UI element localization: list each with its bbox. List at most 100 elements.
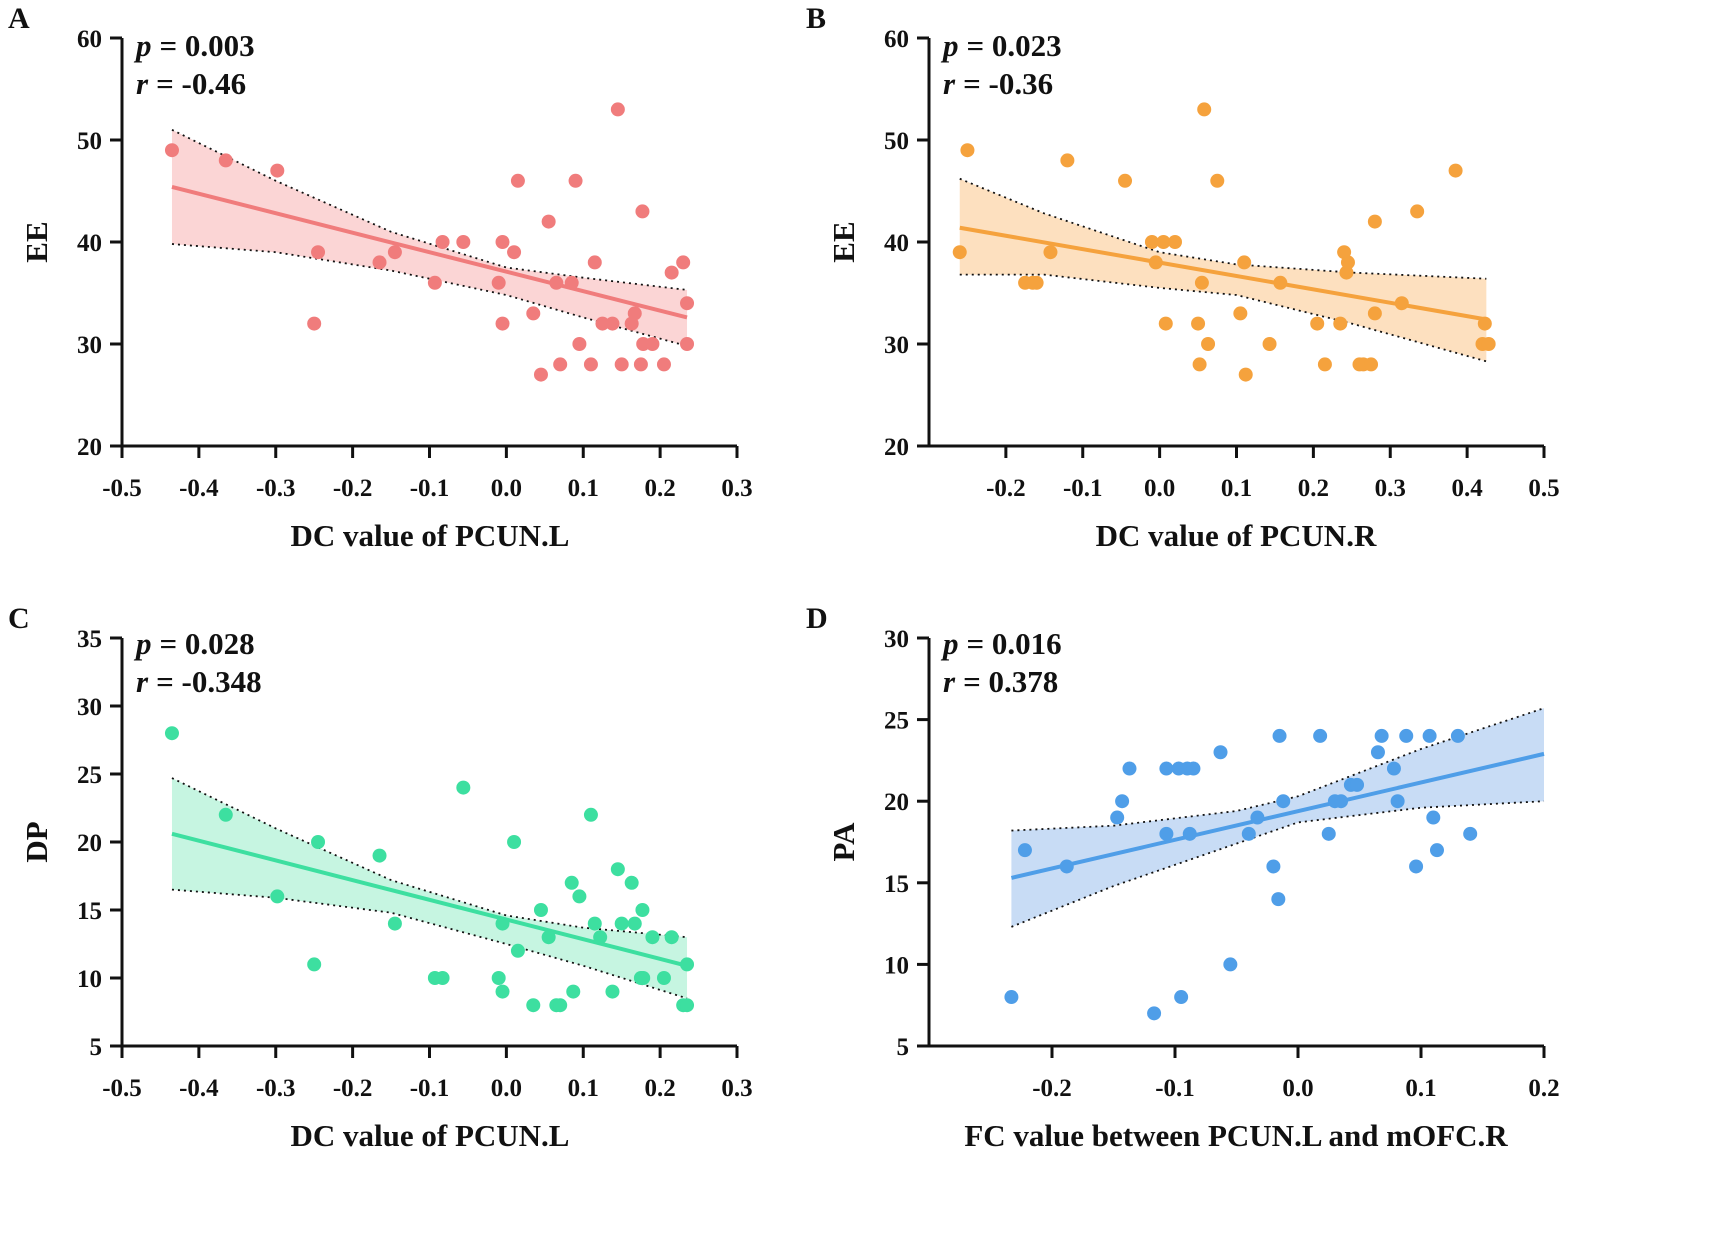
data-point xyxy=(1321,826,1336,841)
data-point xyxy=(491,971,506,985)
y-tick-label: 15 xyxy=(77,898,102,925)
data-point xyxy=(564,875,579,890)
data-point xyxy=(1156,235,1171,249)
data-point xyxy=(1429,843,1444,858)
data-point xyxy=(676,255,691,270)
data-point xyxy=(526,306,541,321)
regression-line xyxy=(171,184,688,320)
p-value: = 0.016 xyxy=(967,626,1062,661)
data-point xyxy=(635,204,650,219)
data-point xyxy=(533,903,548,917)
data-point xyxy=(1194,275,1209,290)
data-point xyxy=(270,163,285,178)
y-tick-label: 20 xyxy=(884,434,909,461)
data-point xyxy=(1158,316,1173,331)
data-point xyxy=(1118,173,1133,188)
data-point xyxy=(664,930,679,945)
data-point xyxy=(1148,255,1163,270)
data-point xyxy=(541,214,556,229)
data-point xyxy=(510,943,525,958)
data-point xyxy=(1367,214,1382,229)
p-value: = 0.023 xyxy=(967,28,1062,63)
data-point xyxy=(1168,235,1182,249)
x-tick-label: 0.2 xyxy=(645,1075,676,1102)
data-point xyxy=(605,984,620,999)
r-symbol: r xyxy=(136,664,149,699)
data-point xyxy=(1017,843,1032,858)
y-tick-label: 25 xyxy=(884,708,909,735)
p-symbol: p xyxy=(940,28,959,63)
y-tick-label: 30 xyxy=(884,626,909,653)
x-tick-label: 0.3 xyxy=(721,1075,752,1102)
panel-letter: B xyxy=(806,2,826,35)
p-value-annotation: p = 0.028 xyxy=(133,626,255,661)
x-tick-label: -0.1 xyxy=(1155,1075,1195,1102)
data-point xyxy=(1409,859,1424,874)
data-point xyxy=(1059,859,1074,874)
x-tick-label: -0.1 xyxy=(410,475,450,502)
data-point xyxy=(952,245,967,260)
data-point xyxy=(572,889,587,904)
data-point xyxy=(1191,316,1206,331)
r-value: = -0.36 xyxy=(963,66,1053,101)
data-point xyxy=(1115,794,1130,809)
r-value: = -0.46 xyxy=(156,66,246,101)
x-tick-label: -0.4 xyxy=(179,1075,219,1102)
data-point xyxy=(218,807,233,822)
panel-a: A -0.5 -0.4 -0.3 -0.2 -0.1 0.0 0.1 0.2 0.3 20 30 40 5… xyxy=(8,2,753,553)
data-point xyxy=(526,998,541,1013)
confidence-band xyxy=(959,178,1487,362)
data-point xyxy=(307,957,322,972)
data-point xyxy=(372,255,387,270)
y-tick-label: 60 xyxy=(884,26,909,53)
p-symbol: p xyxy=(133,626,152,661)
data-point xyxy=(311,835,326,849)
y-tick-label: 60 xyxy=(77,26,102,53)
x-tick-label: 0.3 xyxy=(1375,475,1406,502)
r-symbol: r xyxy=(943,664,956,699)
r-value: = -0.348 xyxy=(156,664,262,699)
data-point xyxy=(1210,173,1225,188)
data-point xyxy=(1370,745,1385,760)
panel-d: D -0.2 -0.1 0.0 0.1 0.2 5 10 15 20 25 30 FC value be… xyxy=(806,602,1560,1153)
x-axis-label: DC value of PCUN.L xyxy=(291,1118,570,1153)
data-point xyxy=(1060,153,1075,168)
data-point xyxy=(610,862,625,877)
y-tick-label: 10 xyxy=(77,966,102,993)
x-tick-label: -0.2 xyxy=(986,475,1026,502)
panel-letter: A xyxy=(8,2,30,35)
x-tick-label: -0.4 xyxy=(179,475,219,502)
data-point xyxy=(495,235,510,249)
x-tick-label: -0.3 xyxy=(256,1075,296,1102)
data-point xyxy=(1186,761,1201,776)
data-point xyxy=(1422,728,1437,743)
data-point xyxy=(564,275,579,290)
x-tick-label: 0.1 xyxy=(568,1075,599,1102)
x-tick-label: 0.0 xyxy=(1144,475,1175,502)
data-point xyxy=(636,971,651,985)
data-point xyxy=(1266,859,1281,874)
data-point xyxy=(435,235,450,249)
p-value-annotation: p = 0.023 xyxy=(940,28,1062,63)
data-point xyxy=(387,916,402,931)
data-point xyxy=(491,275,506,290)
data-point xyxy=(627,916,642,931)
data-point xyxy=(549,275,564,290)
data-point xyxy=(1340,255,1355,270)
data-point xyxy=(372,848,387,863)
data-point xyxy=(1399,728,1414,743)
data-point xyxy=(427,275,442,290)
data-point xyxy=(1197,102,1212,117)
data-point xyxy=(495,916,510,931)
data-point xyxy=(456,235,471,249)
panel-b: B -0.2 -0.1 0.0 0.1 0.2 0.3 0.4 0.5 20 30 40 50 60 DC … xyxy=(806,2,1560,553)
data-point xyxy=(633,357,648,372)
data-point xyxy=(583,807,598,822)
data-point xyxy=(164,726,179,741)
data-point xyxy=(1276,794,1291,809)
data-point xyxy=(1273,275,1288,290)
data-point xyxy=(1386,761,1401,776)
x-tick-label: -0.3 xyxy=(256,475,296,502)
data-point xyxy=(627,306,642,321)
y-tick-label: 25 xyxy=(77,762,102,789)
